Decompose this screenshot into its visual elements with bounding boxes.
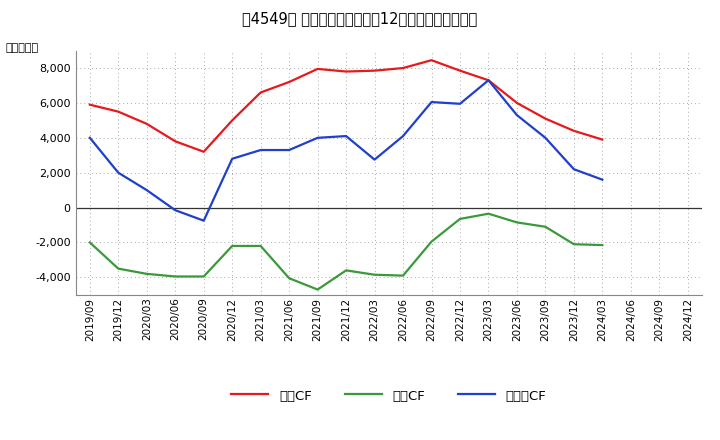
投資CF [570,242,578,247]
営業CF [256,90,265,95]
営業CF [541,116,550,121]
フリーCF [427,99,436,105]
営業CF [313,66,322,72]
フリーCF [598,177,607,182]
営業CF [199,149,208,154]
投資CF [456,216,464,222]
営業CF [143,121,151,127]
投資CF [484,211,492,216]
営業CF [86,102,94,107]
Line: 営業CF: 営業CF [90,60,603,152]
投資CF [513,220,521,225]
フリーCF [285,147,294,153]
フリーCF [114,170,122,175]
フリーCF [86,135,94,140]
営業CF [570,128,578,133]
営業CF [484,77,492,83]
Line: 投資CF: 投資CF [90,214,603,290]
フリーCF [370,157,379,162]
営業CF [513,100,521,106]
営業CF [171,139,179,144]
フリーCF [171,208,179,213]
フリーCF [342,133,351,139]
投資CF [598,242,607,248]
投資CF [199,274,208,279]
営業CF [114,109,122,114]
投資CF [370,272,379,277]
フリーCF [228,156,236,161]
投資CF [256,243,265,249]
フリーCF [541,135,550,140]
営業CF [342,69,351,74]
営業CF [285,79,294,84]
フリーCF [256,147,265,153]
投資CF [399,273,408,278]
営業CF [399,66,408,71]
Text: ［4549］ キャッシュフローの12か月移動合計の推移: ［4549］ キャッシュフローの12か月移動合計の推移 [243,11,477,26]
投資CF [313,287,322,292]
Legend: 営業CF, 投資CF, フリーCF: 営業CF, 投資CF, フリーCF [231,389,546,403]
フリーCF [484,77,492,83]
Line: フリーCF: フリーCF [90,80,603,221]
フリーCF [399,133,408,139]
投資CF [541,224,550,229]
フリーCF [513,113,521,118]
フリーCF [199,218,208,224]
フリーCF [456,101,464,106]
投資CF [427,239,436,244]
投資CF [285,275,294,281]
フリーCF [570,167,578,172]
投資CF [342,268,351,273]
投資CF [228,243,236,249]
投資CF [86,240,94,245]
営業CF [427,58,436,63]
投資CF [143,271,151,276]
投資CF [114,266,122,271]
投資CF [171,274,179,279]
営業CF [370,68,379,73]
Y-axis label: （百万円）: （百万円） [6,43,39,53]
営業CF [456,68,464,73]
営業CF [228,118,236,123]
営業CF [598,137,607,142]
フリーCF [313,135,322,140]
フリーCF [143,187,151,193]
